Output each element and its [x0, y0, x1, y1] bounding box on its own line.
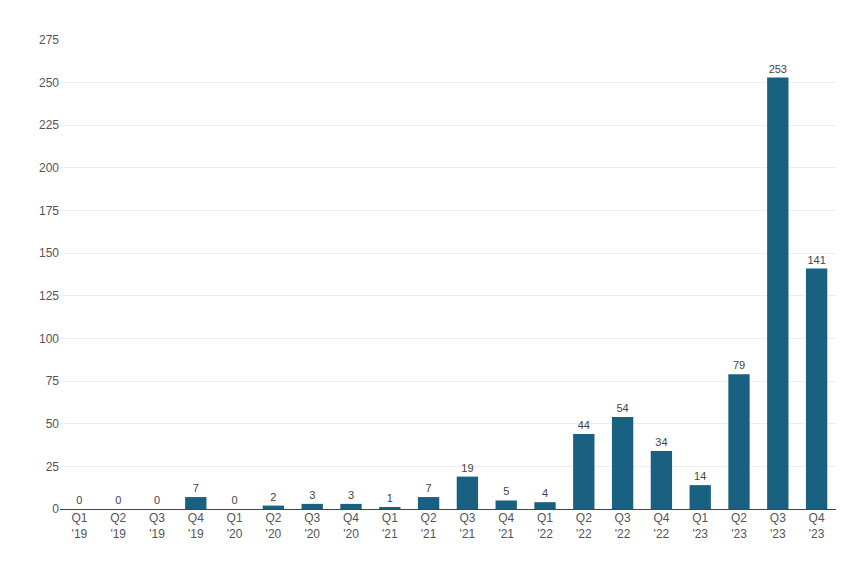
svg-text:3: 3	[309, 489, 315, 501]
svg-text:Q4'21: Q4'21	[498, 511, 514, 541]
svg-text:7: 7	[193, 482, 199, 494]
svg-text:141: 141	[807, 254, 825, 266]
svg-text:Q3'23: Q3'23	[770, 511, 786, 541]
svg-text:Q4'20: Q4'20	[343, 511, 359, 541]
svg-text:Q4'23: Q4'23	[809, 511, 825, 541]
svg-text:25: 25	[46, 460, 60, 474]
svg-text:7: 7	[426, 482, 432, 494]
svg-text:Q3'22: Q3'22	[615, 511, 631, 541]
svg-text:19: 19	[461, 462, 473, 474]
svg-text:175: 175	[39, 204, 59, 218]
svg-text:0: 0	[76, 494, 82, 506]
svg-text:3: 3	[348, 489, 354, 501]
svg-text:Q2'19: Q2'19	[110, 511, 126, 541]
svg-text:275: 275	[39, 33, 59, 47]
svg-text:Q1'21: Q1'21	[382, 511, 398, 541]
svg-text:2: 2	[270, 491, 276, 503]
svg-text:14: 14	[694, 470, 706, 482]
svg-text:200: 200	[39, 161, 59, 175]
svg-text:79: 79	[733, 359, 745, 371]
svg-text:Q3'21: Q3'21	[459, 511, 475, 541]
svg-text:Q4'22: Q4'22	[653, 511, 669, 541]
svg-text:125: 125	[39, 289, 59, 303]
svg-text:34: 34	[655, 436, 667, 448]
svg-text:Q3'19: Q3'19	[149, 511, 165, 541]
svg-text:250: 250	[39, 76, 59, 90]
svg-text:Q1'19: Q1'19	[71, 511, 87, 541]
svg-text:150: 150	[39, 246, 59, 260]
svg-text:4: 4	[542, 487, 548, 499]
svg-text:75: 75	[46, 374, 60, 388]
svg-text:Q2'21: Q2'21	[421, 511, 437, 541]
svg-text:44: 44	[578, 419, 590, 431]
svg-text:1: 1	[387, 492, 393, 504]
svg-text:0: 0	[232, 494, 238, 506]
svg-text:54: 54	[616, 402, 628, 414]
svg-text:Q1'23: Q1'23	[692, 511, 708, 541]
svg-text:0: 0	[52, 502, 59, 516]
svg-text:Q2'22: Q2'22	[576, 511, 592, 541]
svg-text:0: 0	[154, 494, 160, 506]
svg-text:5: 5	[503, 485, 509, 497]
svg-text:Q2'23: Q2'23	[731, 511, 747, 541]
svg-text:253: 253	[769, 63, 787, 75]
svg-text:Q2'20: Q2'20	[265, 511, 281, 541]
svg-text:0: 0	[115, 494, 121, 506]
svg-text:Q1'20: Q1'20	[227, 511, 243, 541]
svg-text:Q3'20: Q3'20	[304, 511, 320, 541]
svg-text:225: 225	[39, 118, 59, 132]
svg-text:50: 50	[46, 417, 60, 431]
svg-text:Q4'19: Q4'19	[188, 511, 204, 541]
svg-text:Q1'22: Q1'22	[537, 511, 553, 541]
svg-text:100: 100	[39, 332, 59, 346]
